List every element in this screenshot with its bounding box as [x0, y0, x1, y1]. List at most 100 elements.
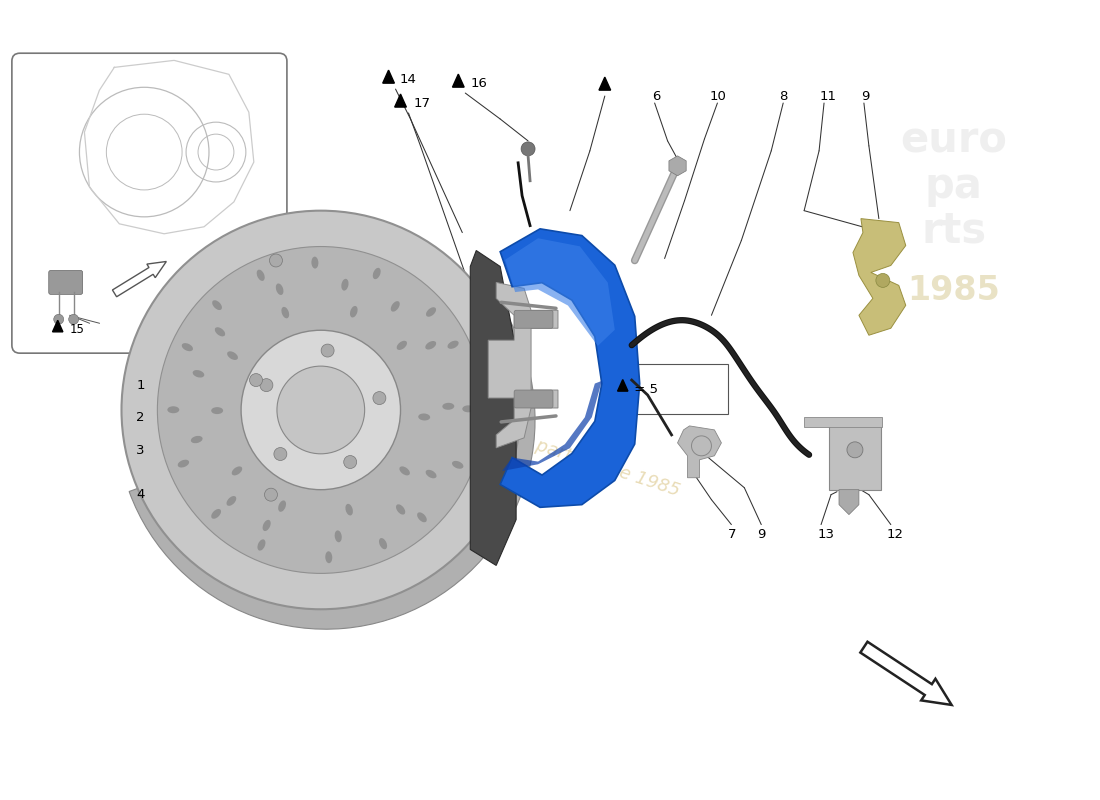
Text: 11: 11: [820, 90, 836, 102]
Ellipse shape: [263, 520, 271, 531]
Ellipse shape: [227, 351, 238, 360]
Ellipse shape: [178, 460, 189, 467]
Polygon shape: [600, 77, 610, 90]
Ellipse shape: [396, 504, 405, 514]
Circle shape: [68, 314, 78, 324]
Ellipse shape: [462, 406, 474, 412]
Polygon shape: [860, 642, 952, 705]
Text: 9: 9: [861, 90, 869, 102]
Ellipse shape: [334, 530, 342, 542]
Text: 14: 14: [399, 73, 417, 86]
Circle shape: [373, 392, 386, 405]
Ellipse shape: [227, 496, 236, 506]
Ellipse shape: [211, 407, 223, 414]
Ellipse shape: [379, 538, 387, 550]
Text: pa: pa: [925, 165, 982, 206]
Ellipse shape: [212, 300, 222, 310]
Text: 6: 6: [651, 90, 660, 102]
Text: 2: 2: [136, 411, 145, 425]
Ellipse shape: [448, 341, 459, 349]
Circle shape: [241, 330, 400, 490]
Ellipse shape: [282, 307, 289, 318]
FancyBboxPatch shape: [48, 270, 82, 294]
Polygon shape: [839, 490, 859, 514]
FancyBboxPatch shape: [514, 310, 553, 328]
Ellipse shape: [167, 406, 179, 414]
Ellipse shape: [182, 343, 192, 351]
Ellipse shape: [311, 257, 318, 269]
Polygon shape: [395, 94, 406, 107]
Polygon shape: [488, 282, 558, 448]
Ellipse shape: [397, 341, 407, 350]
Text: a passion for parts since 1985: a passion for parts since 1985: [418, 399, 682, 500]
Ellipse shape: [417, 512, 427, 522]
Ellipse shape: [257, 539, 265, 550]
Circle shape: [321, 344, 334, 357]
Text: 15: 15: [69, 322, 85, 336]
Text: rts: rts: [921, 210, 987, 251]
Polygon shape: [383, 70, 395, 83]
Circle shape: [157, 246, 484, 574]
Polygon shape: [852, 218, 905, 335]
Circle shape: [270, 254, 283, 267]
Polygon shape: [500, 229, 640, 507]
FancyBboxPatch shape: [12, 54, 287, 353]
Circle shape: [847, 442, 862, 458]
Text: = 5: = 5: [629, 382, 658, 395]
Text: euro: euro: [900, 120, 1006, 162]
Ellipse shape: [214, 327, 225, 336]
Polygon shape: [505, 238, 615, 346]
Text: 12: 12: [887, 528, 904, 541]
Text: 3: 3: [136, 444, 145, 458]
Polygon shape: [503, 381, 602, 471]
Ellipse shape: [190, 436, 202, 443]
Ellipse shape: [256, 270, 265, 281]
Ellipse shape: [426, 307, 436, 317]
Ellipse shape: [276, 283, 284, 295]
Circle shape: [121, 210, 520, 610]
Circle shape: [521, 142, 535, 156]
Polygon shape: [471, 250, 516, 566]
Text: 9: 9: [757, 528, 766, 541]
Text: 13: 13: [817, 528, 834, 541]
Wedge shape: [129, 286, 535, 630]
Circle shape: [260, 378, 273, 392]
FancyBboxPatch shape: [514, 390, 553, 408]
Text: 1: 1: [136, 378, 145, 391]
Ellipse shape: [341, 279, 349, 290]
Ellipse shape: [442, 403, 454, 410]
Text: 10: 10: [710, 90, 726, 102]
FancyBboxPatch shape: [601, 364, 728, 414]
Circle shape: [343, 455, 356, 469]
Circle shape: [876, 274, 890, 287]
Ellipse shape: [350, 306, 358, 318]
Ellipse shape: [326, 551, 332, 563]
Ellipse shape: [426, 470, 437, 478]
Polygon shape: [617, 379, 628, 391]
Ellipse shape: [232, 466, 242, 475]
Ellipse shape: [345, 504, 353, 515]
FancyBboxPatch shape: [829, 422, 881, 490]
Ellipse shape: [452, 461, 463, 469]
Text: 17: 17: [414, 97, 430, 110]
Circle shape: [274, 447, 287, 461]
Ellipse shape: [373, 268, 381, 279]
Ellipse shape: [192, 370, 205, 378]
Ellipse shape: [390, 301, 399, 312]
Circle shape: [250, 374, 263, 386]
Polygon shape: [678, 426, 722, 478]
Circle shape: [264, 488, 277, 501]
Ellipse shape: [426, 341, 437, 350]
Ellipse shape: [278, 501, 286, 512]
Polygon shape: [452, 74, 464, 87]
Text: 4: 4: [136, 488, 145, 501]
Text: 1985: 1985: [908, 274, 1000, 307]
Text: 7: 7: [727, 528, 736, 541]
Ellipse shape: [211, 509, 221, 518]
Text: 16: 16: [471, 77, 487, 90]
Text: 8: 8: [779, 90, 788, 102]
Circle shape: [54, 314, 64, 324]
Polygon shape: [53, 320, 63, 332]
Circle shape: [277, 366, 364, 454]
Polygon shape: [112, 262, 166, 297]
